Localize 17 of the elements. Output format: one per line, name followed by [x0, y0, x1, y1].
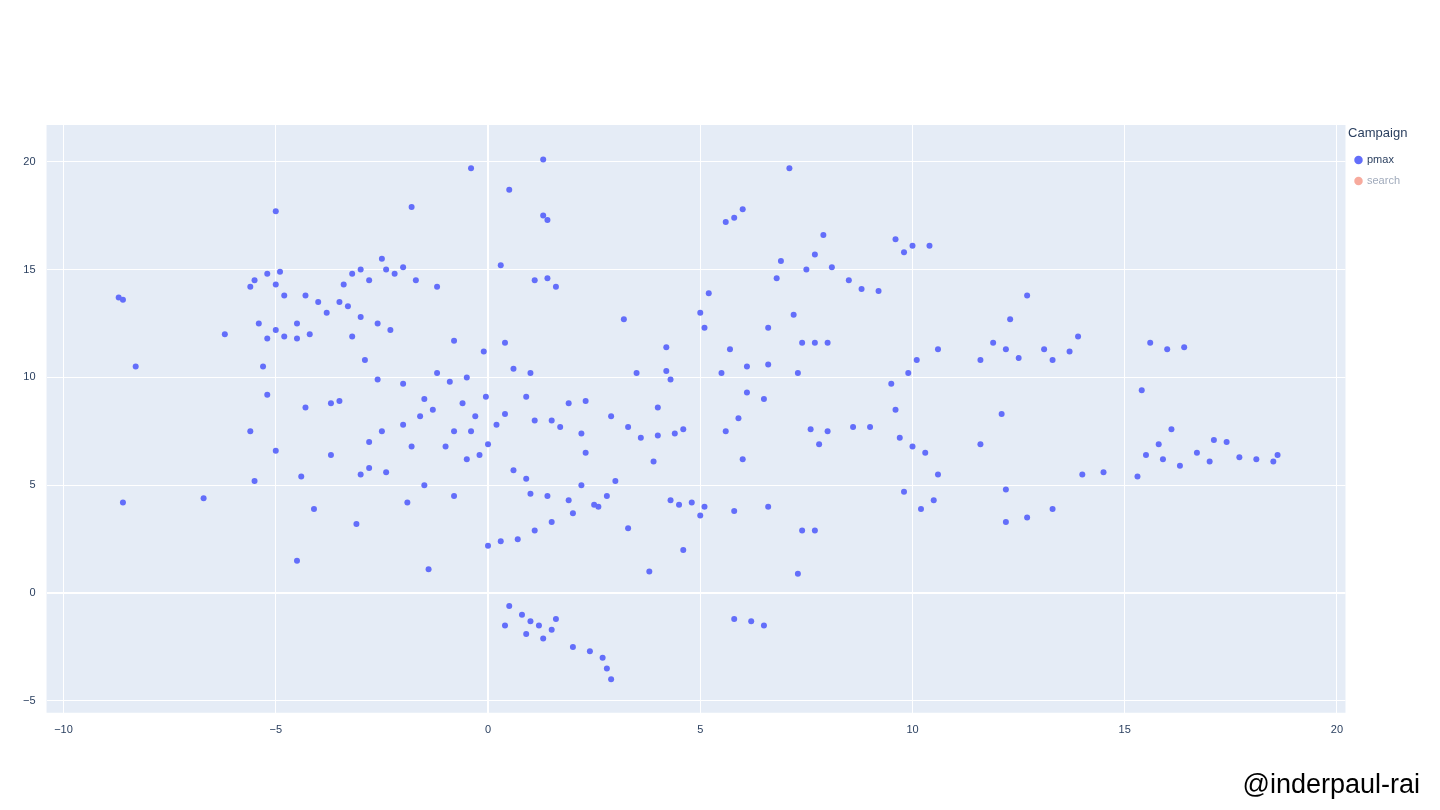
y-tick-label: 15	[23, 262, 36, 275]
x-tick-label: 0	[484, 723, 492, 736]
x-tick-label: −10	[54, 723, 73, 736]
y-tick-label: −5	[22, 693, 36, 706]
x-tick-label: 5	[697, 723, 704, 736]
legend-title: Campaign	[1348, 125, 1408, 141]
y-tick-label: 10	[23, 370, 36, 383]
text: @inderpaul-rai	[1242, 769, 1420, 800]
legend-label: pmax	[1366, 153, 1395, 166]
x-tick-label: 15	[1118, 723, 1131, 736]
y-tick-label: 5	[29, 478, 36, 491]
y-tick-label: 0	[29, 586, 36, 599]
x-tick-label: 10	[906, 723, 919, 736]
y-tick-label: 20	[23, 154, 36, 167]
x-tick-label: −5	[269, 723, 283, 736]
legend-label: search	[1366, 174, 1401, 187]
x-tick-label: 20	[1330, 723, 1344, 736]
